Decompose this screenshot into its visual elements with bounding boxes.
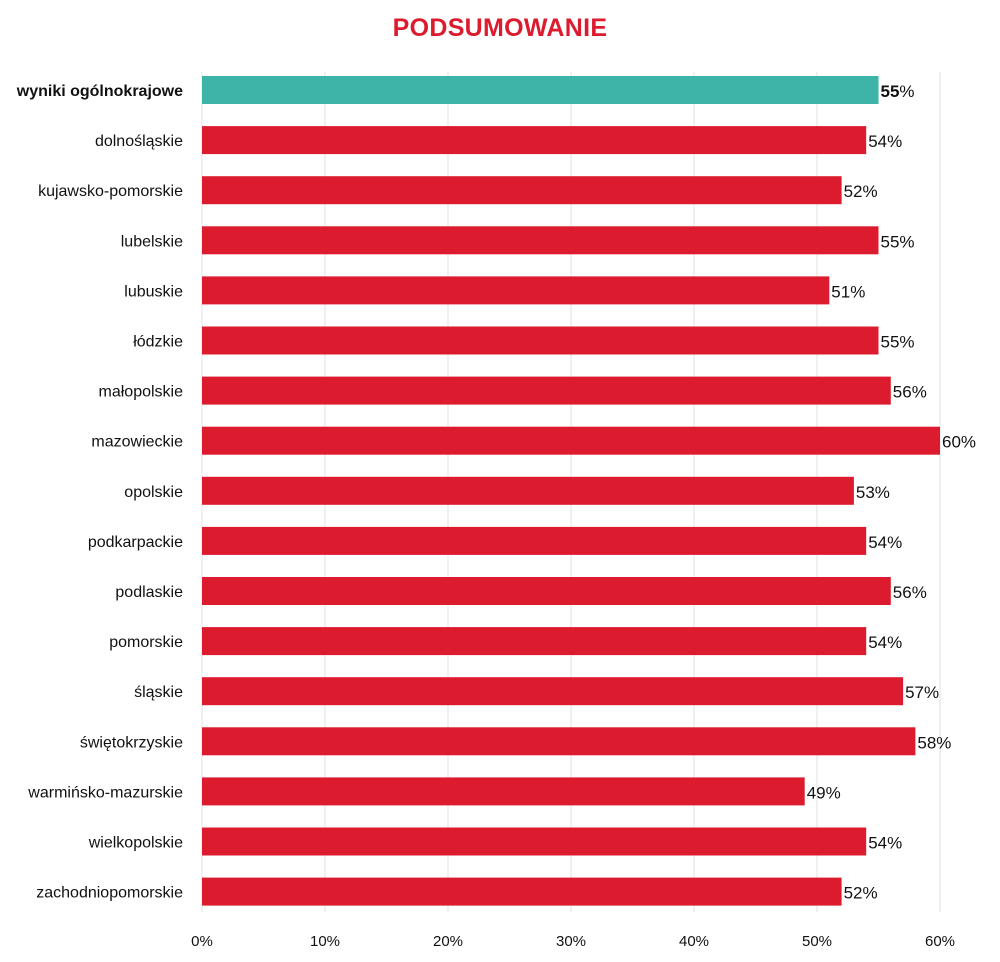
bar: [202, 727, 916, 756]
value-label: 51%: [831, 282, 865, 301]
bar: [202, 326, 879, 355]
value-label: 56%: [893, 583, 927, 602]
x-tick-label: 20%: [433, 933, 463, 950]
category-label: lubuskie: [124, 283, 183, 300]
bar: [202, 476, 854, 505]
value-label: 54%: [868, 533, 902, 552]
chart-title: PODSUMOWANIE: [392, 14, 608, 42]
bar: [202, 126, 867, 155]
category-label: podlaskie: [115, 584, 183, 601]
category-label: śląskie: [134, 684, 183, 701]
value-label: 55%: [881, 232, 915, 251]
bar: [202, 226, 879, 255]
bar: [202, 376, 891, 405]
value-label: 52%: [844, 884, 878, 903]
category-label: wielkopolskie: [88, 835, 183, 852]
category-label: małopolskie: [99, 384, 184, 401]
bar: [202, 176, 842, 205]
category-label: podkarpackie: [88, 534, 183, 551]
category-label: warmińsko-mazurskie: [27, 784, 183, 801]
category-label: mazowieckie: [91, 434, 183, 451]
value-label: 54%: [868, 633, 902, 652]
bar: [202, 877, 842, 906]
value-label: 56%: [893, 383, 927, 402]
category-label: kujawsko-pomorskie: [38, 183, 183, 200]
x-tick-label: 40%: [679, 933, 709, 950]
value-label: 55%: [881, 82, 915, 101]
bar: [202, 627, 867, 656]
category-label: wyniki ogólnokrajowe: [16, 83, 183, 100]
x-tick-label: 50%: [802, 933, 832, 950]
category-label: lubelskie: [121, 233, 183, 250]
x-tick-label: 60%: [925, 933, 955, 950]
bar: [202, 76, 879, 104]
value-label: 60%: [942, 433, 976, 452]
category-label: łódzkie: [133, 334, 183, 351]
value-label: 57%: [905, 683, 939, 702]
value-label: 55%: [881, 333, 915, 352]
x-tick-label: 10%: [310, 933, 340, 950]
category-label: opolskie: [124, 484, 183, 501]
value-label: 52%: [844, 182, 878, 201]
category-label: pomorskie: [109, 634, 183, 651]
bar: [202, 526, 867, 555]
category-label: zachodniopomorskie: [36, 885, 183, 902]
value-label: 53%: [856, 483, 890, 502]
bar: [202, 426, 940, 455]
category-label: dolnośląskie: [95, 133, 183, 150]
value-label-percent: %: [899, 82, 914, 101]
bar: [202, 577, 891, 605]
bar: [202, 677, 904, 706]
value-label: 58%: [917, 733, 951, 752]
bar: [202, 276, 830, 305]
bar: [202, 777, 805, 806]
x-tick-label: 30%: [556, 933, 586, 950]
bar: [202, 827, 867, 856]
value-label-number: 55: [881, 82, 900, 101]
value-label: 49%: [807, 783, 841, 802]
x-tick-label: 0%: [191, 933, 213, 950]
value-label: 54%: [868, 132, 902, 151]
category-label: świętokrzyskie: [80, 734, 183, 751]
value-label: 54%: [868, 834, 902, 853]
